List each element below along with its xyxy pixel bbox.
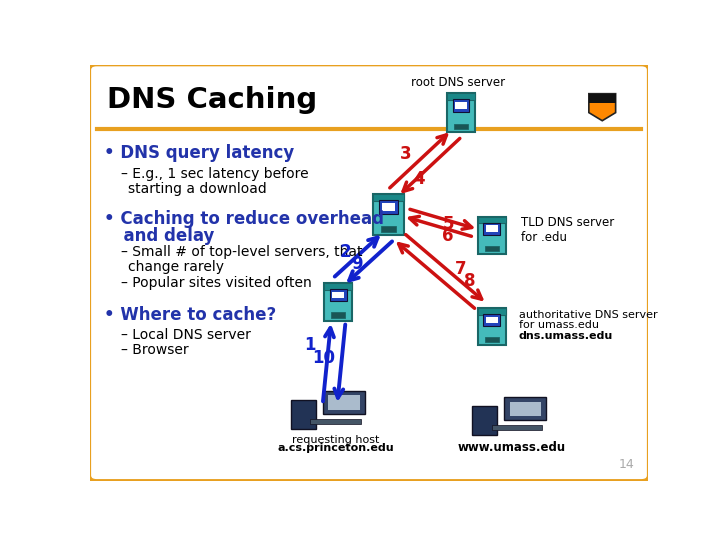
Bar bbox=[478, 308, 505, 315]
Text: 3: 3 bbox=[400, 145, 411, 163]
Text: • Where to cache?: • Where to cache? bbox=[104, 306, 276, 324]
FancyBboxPatch shape bbox=[89, 64, 649, 482]
Bar bbox=[486, 317, 498, 323]
Bar bbox=[447, 93, 475, 100]
Bar bbox=[331, 312, 346, 318]
Text: 8: 8 bbox=[464, 272, 475, 290]
Text: – E.g., 1 sec latency before: – E.g., 1 sec latency before bbox=[121, 167, 308, 181]
Polygon shape bbox=[589, 94, 616, 103]
Bar bbox=[454, 124, 468, 129]
Bar bbox=[485, 246, 499, 251]
Bar bbox=[483, 222, 500, 234]
Bar bbox=[330, 289, 347, 301]
Text: and delay: and delay bbox=[112, 227, 215, 245]
Text: requesting host: requesting host bbox=[292, 435, 379, 445]
Text: root DNS server: root DNS server bbox=[411, 76, 505, 89]
Bar bbox=[324, 283, 352, 321]
Text: 7: 7 bbox=[455, 260, 467, 278]
Bar bbox=[373, 194, 404, 235]
Bar bbox=[453, 99, 469, 112]
Text: www.umass.edu: www.umass.edu bbox=[457, 441, 565, 454]
Text: a.cs.princeton.edu: a.cs.princeton.edu bbox=[277, 443, 394, 453]
Bar bbox=[485, 338, 499, 342]
Bar bbox=[486, 225, 498, 232]
Text: change rarely: change rarely bbox=[128, 260, 224, 274]
Bar bbox=[328, 395, 359, 410]
Text: 4: 4 bbox=[413, 170, 425, 188]
Bar bbox=[483, 314, 500, 326]
Bar bbox=[478, 217, 505, 254]
Bar bbox=[455, 102, 467, 109]
Text: 5: 5 bbox=[443, 214, 454, 233]
Text: 14: 14 bbox=[618, 458, 634, 471]
Text: – Local DNS server: – Local DNS server bbox=[121, 328, 251, 342]
Bar bbox=[373, 194, 404, 201]
Bar bbox=[310, 418, 361, 424]
Text: 2: 2 bbox=[339, 243, 351, 261]
Bar bbox=[510, 402, 541, 416]
Text: • DNS query latency: • DNS query latency bbox=[104, 144, 294, 162]
Bar bbox=[504, 397, 546, 420]
Bar bbox=[333, 292, 344, 299]
Bar bbox=[478, 308, 505, 346]
Text: TLD DNS server: TLD DNS server bbox=[521, 217, 614, 230]
Bar bbox=[323, 391, 365, 414]
Text: 1: 1 bbox=[305, 336, 316, 354]
Text: DNS Caching: DNS Caching bbox=[107, 86, 317, 114]
Polygon shape bbox=[589, 94, 616, 121]
Text: for .edu: for .edu bbox=[521, 231, 567, 244]
Text: – Small # of top-level servers, that: – Small # of top-level servers, that bbox=[121, 245, 362, 259]
Text: 6: 6 bbox=[443, 227, 454, 245]
Text: 9: 9 bbox=[351, 255, 363, 273]
Text: – Browser: – Browser bbox=[121, 342, 189, 356]
Bar bbox=[478, 217, 505, 224]
Bar bbox=[379, 200, 397, 214]
Text: starting a download: starting a download bbox=[128, 182, 266, 196]
Bar bbox=[472, 406, 498, 435]
Bar bbox=[447, 93, 475, 132]
Text: • Caching to reduce overhead: • Caching to reduce overhead bbox=[104, 210, 384, 228]
Bar bbox=[291, 400, 316, 429]
Text: 10: 10 bbox=[312, 349, 335, 367]
Bar bbox=[492, 425, 542, 430]
Bar bbox=[324, 283, 352, 290]
Text: authoritative DNS server: authoritative DNS server bbox=[518, 310, 657, 320]
Bar bbox=[381, 226, 396, 232]
Text: for umass.edu: for umass.edu bbox=[518, 320, 598, 330]
Text: dns.umass.edu: dns.umass.edu bbox=[518, 331, 613, 341]
Bar bbox=[382, 204, 395, 211]
Text: – Popular sites visited often: – Popular sites visited often bbox=[121, 275, 312, 289]
